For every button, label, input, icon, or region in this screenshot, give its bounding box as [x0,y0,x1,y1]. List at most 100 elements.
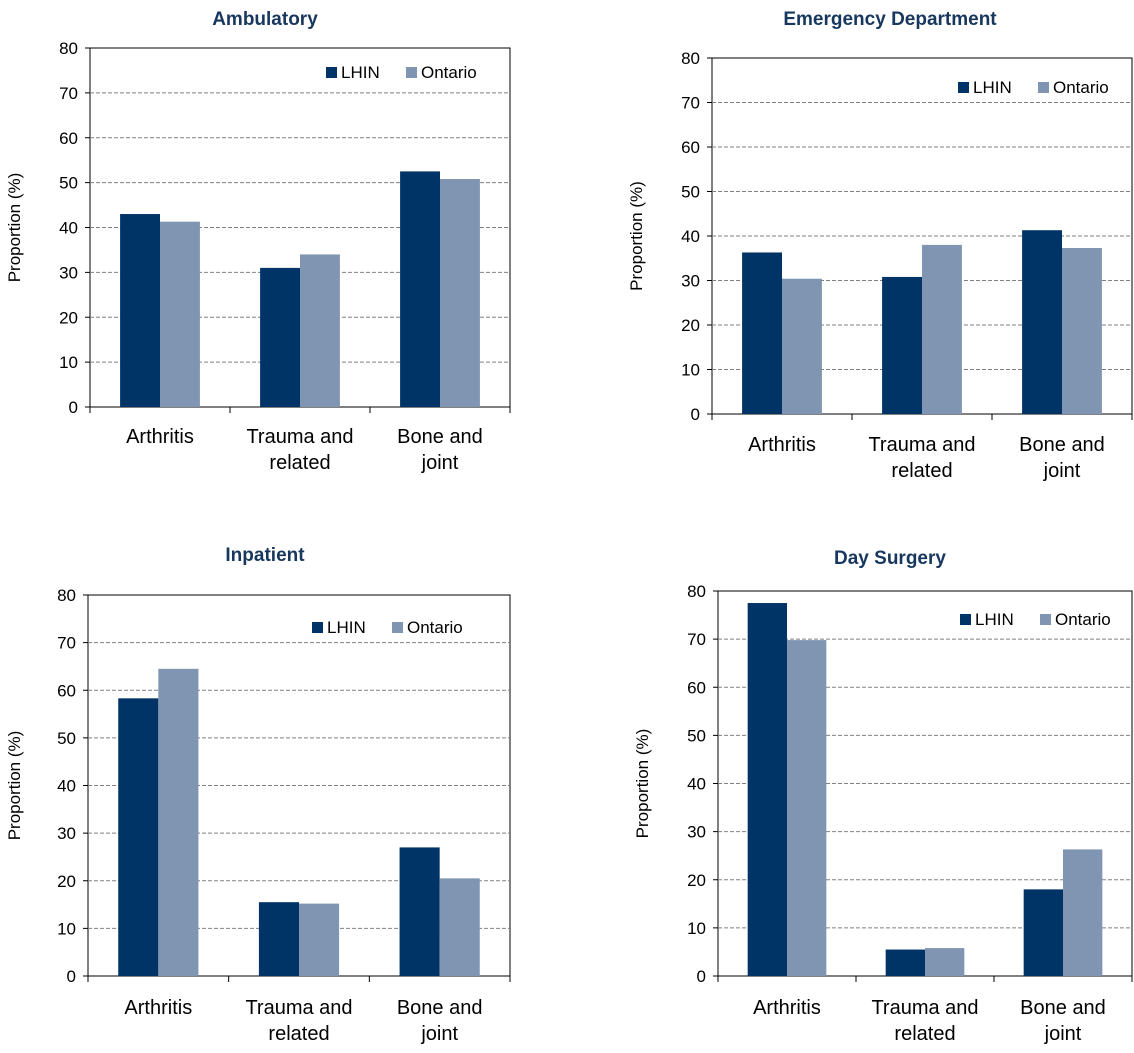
y-tick-label: 0 [69,398,78,417]
y-tick-label: 80 [59,39,78,58]
chart-title: Day Surgery [834,548,946,569]
x-tick-label: Trauma and related [246,426,353,474]
legend-label-ontario: Ontario [407,618,463,637]
bar-ontario [300,254,340,407]
y-tick-label: 80 [687,582,706,601]
y-tick-label: 70 [687,630,706,649]
bar-ontario [925,948,965,976]
bar-lhin [399,847,440,976]
y-tick-label: 50 [681,183,700,202]
y-tick-label: 70 [681,94,700,113]
x-tick-label: Arthritis [124,997,192,1019]
y-tick-label: 20 [681,316,700,335]
bar-ontario [160,221,200,407]
y-tick-label: 60 [57,681,76,700]
y-tick-label: 20 [687,871,706,890]
x-tick-label: Arthritis [126,426,194,448]
y-tick-label: 40 [57,777,76,796]
y-tick-label: 80 [57,586,76,605]
bar-ontario [439,878,480,976]
bar-lhin [1022,230,1062,414]
bar-lhin [885,949,925,976]
x-tick-label: Bone and joint [397,426,483,474]
bar-lhin [1023,889,1063,976]
bar-lhin [742,252,782,414]
y-tick-label: 30 [687,823,706,842]
y-tick-label: 70 [59,84,78,103]
legend-swatch-ontario [1040,614,1051,625]
chart-title: Emergency Department [783,9,997,30]
y-tick-label: 0 [67,967,76,986]
y-tick-label: 40 [681,227,700,246]
y-tick-label: 30 [681,272,700,291]
y-tick-label: 50 [59,174,78,193]
y-axis-title: Proportion (%) [5,731,24,841]
y-tick-label: 0 [691,405,700,424]
y-tick-label: 20 [59,308,78,327]
x-tick-label: Trauma and related [245,997,352,1045]
legend-label-lhin: LHIN [341,63,380,82]
legend-label-ontario: Ontario [421,63,477,82]
y-tick-label: 80 [681,49,700,68]
y-tick-label: 50 [687,726,706,745]
legend-label-ontario: Ontario [1053,78,1109,97]
y-tick-label: 10 [59,353,78,372]
bar-lhin [400,171,440,407]
bar-ontario [440,179,480,407]
legend-swatch-ontario [406,67,417,78]
bar-ontario [787,640,827,976]
y-tick-label: 10 [687,919,706,938]
chart-title: Ambulatory [212,9,318,30]
legend-swatch-lhin [312,622,323,633]
x-tick-label: Bone and joint [1019,434,1105,482]
bar-ontario [782,278,822,414]
legend-swatch-ontario [392,622,403,633]
y-tick-label: 40 [687,775,706,794]
legend-label-ontario: Ontario [1055,610,1111,629]
y-tick-label: 20 [57,872,76,891]
bar-ontario [158,668,199,976]
legend-label-lhin: LHIN [973,78,1012,97]
bar-lhin [260,267,300,407]
bar-lhin [882,276,922,414]
x-tick-label: Trauma and related [868,434,975,482]
y-tick-label: 70 [57,634,76,653]
bar-ontario [1062,248,1102,414]
legend-label-lhin: LHIN [975,610,1014,629]
y-tick-label: 30 [59,263,78,282]
bar-ontario [922,244,962,414]
y-axis-title: Proportion (%) [633,729,652,839]
chart-title: Inpatient [225,545,305,566]
x-tick-label: Bone and joint [397,997,483,1045]
x-tick-label: Trauma and related [871,997,978,1045]
y-tick-label: 60 [59,129,78,148]
y-tick-label: 40 [59,219,78,238]
x-tick-label: Bone and joint [1020,997,1106,1045]
y-tick-label: 60 [687,678,706,697]
legend-swatch-lhin [958,82,969,93]
y-tick-label: 60 [681,138,700,157]
y-axis-title: Proportion (%) [627,181,646,291]
bar-lhin [118,698,159,976]
y-tick-label: 30 [57,824,76,843]
bar-ontario [1063,849,1103,976]
bar-lhin [258,902,299,976]
legend-label-lhin: LHIN [327,618,366,637]
bar-lhin [120,214,160,407]
legend-swatch-lhin [326,67,337,78]
y-axis-title: Proportion (%) [5,173,24,283]
legend-swatch-lhin [960,614,971,625]
y-tick-label: 0 [697,967,706,986]
y-tick-label: 10 [57,919,76,938]
x-tick-label: Arthritis [748,434,816,456]
legend-swatch-ontario [1038,82,1049,93]
y-tick-label: 10 [681,361,700,380]
y-tick-label: 50 [57,729,76,748]
bar-lhin [747,603,787,976]
bar-ontario [299,903,340,976]
x-tick-label: Arthritis [753,997,821,1019]
